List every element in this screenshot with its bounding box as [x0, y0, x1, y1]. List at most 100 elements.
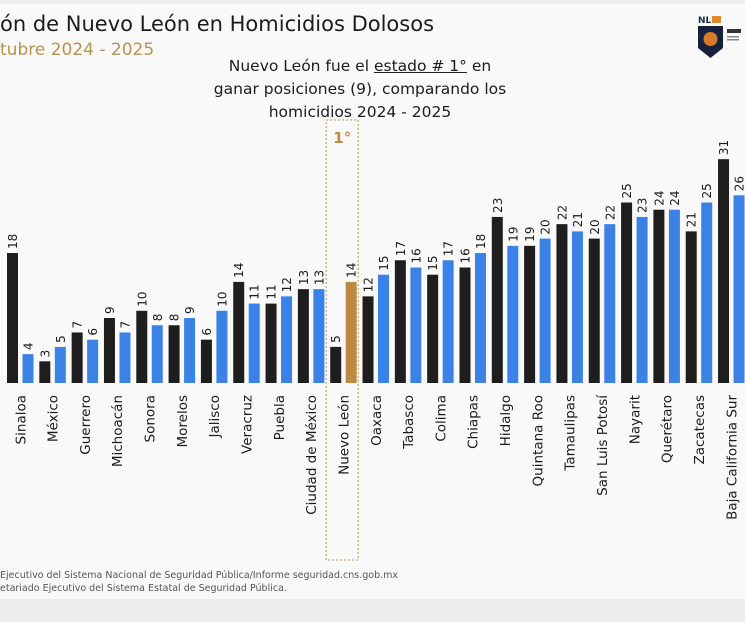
category-label: Oaxaca [369, 395, 385, 446]
bar-2025 [345, 281, 357, 383]
data-label: 12 [362, 277, 376, 292]
category-label: Jalisco [207, 395, 223, 438]
bar-2025 [571, 231, 583, 383]
category-label: Nayarit [627, 395, 643, 444]
data-label: 14 [232, 263, 246, 278]
data-label: 5 [54, 335, 68, 343]
category-label: Colima [433, 395, 449, 442]
bar-2025 [22, 354, 34, 383]
source-line-1: Ejecutivo del Sistema Nacional de Seguri… [0, 570, 398, 581]
data-label: 8 [168, 314, 182, 322]
bar-2025 [184, 318, 196, 383]
data-label: 31 [717, 140, 731, 155]
bar-2024 [427, 274, 439, 383]
category-label: Ciudad de México [304, 395, 320, 515]
data-label: 24 [668, 190, 682, 205]
bar-2024 [653, 209, 665, 383]
data-label: 14 [345, 263, 359, 278]
bar-2024 [7, 253, 18, 383]
bar-2024 [233, 281, 245, 383]
category-label: México [46, 395, 62, 442]
category-label: Morelos [175, 395, 191, 448]
data-label: 18 [474, 234, 488, 249]
data-label: 21 [571, 212, 585, 227]
bar-2025 [442, 260, 454, 383]
data-label: 12 [280, 277, 294, 292]
data-label: 15 [426, 255, 440, 270]
note-emphasis: estado # 1° [373, 57, 467, 75]
bar-2024 [200, 339, 212, 383]
data-label: 20 [588, 219, 602, 234]
annotation-note: Nuevo León fue el estado # 1° en ganar p… [210, 55, 510, 124]
bar-2024 [330, 346, 342, 383]
bar-2024 [71, 332, 83, 383]
data-label: 17 [394, 241, 408, 256]
bar-2024 [718, 159, 730, 383]
bar-2024 [394, 260, 406, 383]
data-label: 3 [38, 350, 52, 358]
bar-2025 [281, 296, 293, 383]
data-label: 20 [539, 219, 553, 234]
chart-title: ón de Nuevo León en Homicidios Dolosos [0, 12, 435, 36]
bar-2025 [313, 289, 325, 383]
bar-2024 [621, 202, 633, 383]
category-label: Chiapas [466, 395, 482, 449]
category-label: Zacatecas [692, 395, 708, 465]
bar-2025 [733, 195, 745, 383]
category-label: Nuevo León [336, 395, 352, 475]
data-label: 9 [103, 306, 117, 314]
bar-2024 [588, 238, 600, 383]
category-label: Guerrero [78, 395, 94, 455]
data-label: 8 [151, 314, 165, 322]
category-label: Sonora [143, 395, 159, 442]
category-label: Tabasco [401, 395, 417, 450]
bar-2025 [410, 267, 422, 383]
bar-2025 [668, 209, 680, 383]
bar-2025 [604, 224, 616, 383]
bar-2024 [297, 289, 309, 383]
data-label: 9 [183, 306, 197, 314]
bar-2024 [136, 310, 148, 383]
note-text: Nuevo León fue el [228, 57, 374, 75]
data-label: 22 [555, 205, 569, 220]
bar-2025 [378, 274, 390, 383]
svg-text:NL: NL [698, 16, 712, 26]
bar-2025 [248, 303, 260, 383]
bar-2025 [54, 346, 66, 383]
category-label: Sinaloa [13, 395, 29, 444]
data-label: 18 [6, 234, 20, 249]
data-label: 24 [652, 190, 666, 205]
category-label: Quintana Roo [530, 395, 546, 486]
category-label: Hidalgo [498, 395, 514, 446]
data-label: 19 [523, 227, 537, 242]
bar-2024 [362, 296, 374, 383]
bar-2024 [265, 303, 277, 383]
category-label: Tamaulipas [563, 395, 579, 472]
bar-2025 [539, 238, 551, 383]
data-label: 17 [442, 241, 456, 256]
bar-2024 [556, 224, 568, 383]
bar-2024 [39, 361, 51, 383]
data-label: 23 [491, 198, 505, 213]
bar-2024 [459, 267, 471, 383]
data-label: 11 [248, 284, 262, 299]
bar-2024 [103, 318, 115, 383]
bar-2025 [507, 245, 519, 383]
bar-2025 [119, 332, 131, 383]
source-line-2: etariado Ejecutivo del Sistema Estatal d… [0, 583, 287, 594]
bar-2025 [151, 325, 163, 383]
category-label: San Luis Potosí [595, 394, 611, 496]
data-label: 25 [620, 183, 634, 198]
bar-2025 [636, 216, 648, 383]
data-label: 22 [603, 205, 617, 220]
data-label: 16 [409, 248, 423, 263]
bar-2025 [87, 339, 99, 383]
data-label: 5 [329, 335, 343, 343]
data-label: 11 [265, 284, 279, 299]
bar-2024 [524, 245, 536, 383]
data-label: 7 [71, 321, 85, 329]
data-label: 23 [636, 198, 650, 213]
category-label: Querétaro [660, 395, 676, 463]
category-label: Michoacán [110, 395, 126, 467]
